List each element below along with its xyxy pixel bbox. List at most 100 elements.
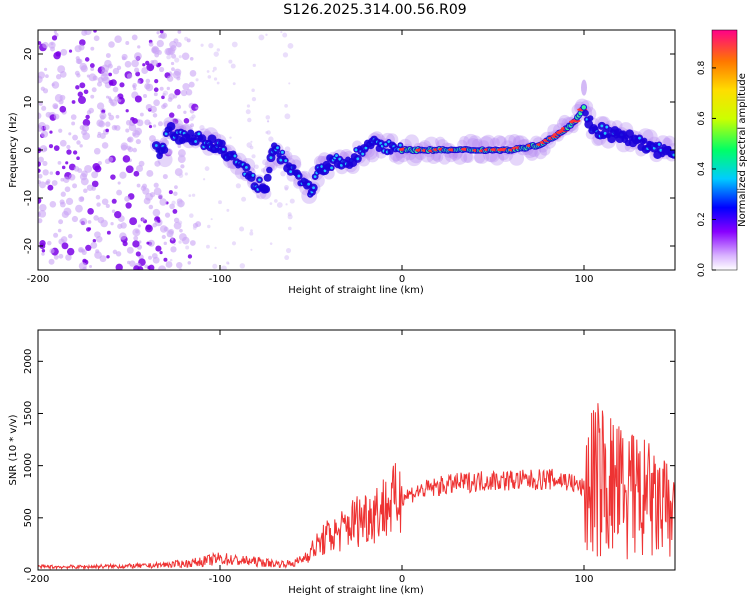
noise-blob xyxy=(252,63,256,68)
noise-blob xyxy=(39,181,47,189)
noise-blob xyxy=(155,245,162,252)
ridge-mid xyxy=(364,146,368,150)
noise-blob xyxy=(188,194,192,198)
noise-blob xyxy=(191,193,196,197)
ridge-mid xyxy=(244,166,248,169)
noise-blob xyxy=(134,95,142,103)
noise-blob xyxy=(256,195,260,199)
noise-blob xyxy=(93,35,100,42)
noise-blob xyxy=(119,82,125,88)
noise-blob xyxy=(178,55,182,59)
noise-blob xyxy=(284,184,289,190)
noise-blob xyxy=(108,41,115,48)
noise-blob xyxy=(188,81,195,88)
noise-blob xyxy=(65,197,74,206)
ridge-halo xyxy=(463,152,474,163)
noise-blob xyxy=(149,192,156,198)
noise-blob xyxy=(173,243,176,246)
noise-blob xyxy=(166,86,170,91)
noise-blob xyxy=(82,118,91,127)
noise-blob xyxy=(79,144,83,148)
noise-blob xyxy=(108,72,113,77)
noise-blob xyxy=(53,104,58,110)
noise-blob xyxy=(250,140,253,143)
noise-blob xyxy=(228,59,233,64)
noise-blob xyxy=(132,83,137,88)
noise-blob xyxy=(124,60,132,68)
noise-blob xyxy=(153,99,160,107)
noise-blob xyxy=(136,183,141,188)
noise-blob xyxy=(78,262,87,270)
colorbar-tick-label: 0.8 xyxy=(697,60,707,75)
noise-blob xyxy=(148,124,153,129)
noise-blob xyxy=(179,153,184,158)
noise-blob xyxy=(165,261,173,268)
noise-blob xyxy=(251,154,256,159)
ridge-halo xyxy=(404,134,419,149)
noise-blob xyxy=(49,200,57,208)
ridge-halo xyxy=(452,150,468,165)
noise-blob xyxy=(131,59,139,68)
ridge-halo xyxy=(264,159,275,170)
noise-blob xyxy=(280,170,286,177)
spectrogram-marks xyxy=(38,30,675,270)
noise-blob xyxy=(146,169,154,177)
noise-blob xyxy=(100,115,105,120)
noise-blob xyxy=(110,174,116,180)
spectrogram-y-axis: -20 -10 0 10 20 xyxy=(23,48,675,254)
noise-blob xyxy=(177,30,182,34)
noise-blob xyxy=(178,233,187,241)
noise-blob xyxy=(176,201,182,207)
noise-blob xyxy=(163,241,167,246)
noise-blob xyxy=(61,165,66,170)
noise-blob xyxy=(53,113,60,120)
noise-blob xyxy=(114,96,120,102)
noise-blob xyxy=(134,52,142,61)
noise-blob xyxy=(131,34,138,41)
noise-blob xyxy=(115,114,120,119)
noise-blob xyxy=(126,73,133,79)
ridge-halo xyxy=(489,137,500,148)
noise-blob xyxy=(57,160,62,165)
noise-blob xyxy=(178,173,184,178)
noise-blob xyxy=(206,244,210,249)
noise-blob xyxy=(129,217,138,226)
noise-blob xyxy=(67,233,73,239)
noise-blob xyxy=(134,67,140,73)
colorbar-tick-label: 0.4 xyxy=(697,162,707,177)
noise-blob xyxy=(137,45,141,49)
noise-blob xyxy=(76,58,83,65)
y-tick-label: 20 xyxy=(23,48,34,61)
noise-blob xyxy=(63,176,70,183)
noise-blob xyxy=(116,189,123,196)
ridge-mid xyxy=(289,170,293,174)
noise-blob xyxy=(89,63,95,68)
noise-blob xyxy=(100,73,109,82)
noise-blob xyxy=(105,203,110,209)
noise-blob xyxy=(133,170,140,177)
ridge-halo xyxy=(509,150,525,166)
noise-blob xyxy=(122,241,128,247)
noise-blob xyxy=(85,114,90,120)
noise-blob xyxy=(43,67,48,72)
x-tick-label: 100 xyxy=(574,574,593,585)
noise-blob xyxy=(42,88,49,94)
noise-blob xyxy=(288,82,291,85)
noise-blob xyxy=(163,226,169,232)
noise-blob xyxy=(157,121,164,127)
noise-blob xyxy=(163,257,168,262)
noise-blob xyxy=(232,82,236,86)
snr-frame xyxy=(37,329,676,571)
noise-blob xyxy=(125,165,134,174)
noise-blob xyxy=(152,222,157,228)
noise-blob xyxy=(247,117,252,123)
noise-blob xyxy=(41,252,45,256)
noise-blob xyxy=(84,57,90,62)
ridge-halo xyxy=(503,134,517,147)
noise-blob xyxy=(229,136,232,139)
noise-blob xyxy=(90,67,95,71)
ridge-halo xyxy=(525,147,539,161)
noise-blob xyxy=(172,118,179,125)
noise-blob xyxy=(60,236,68,243)
noise-blob xyxy=(92,239,97,243)
